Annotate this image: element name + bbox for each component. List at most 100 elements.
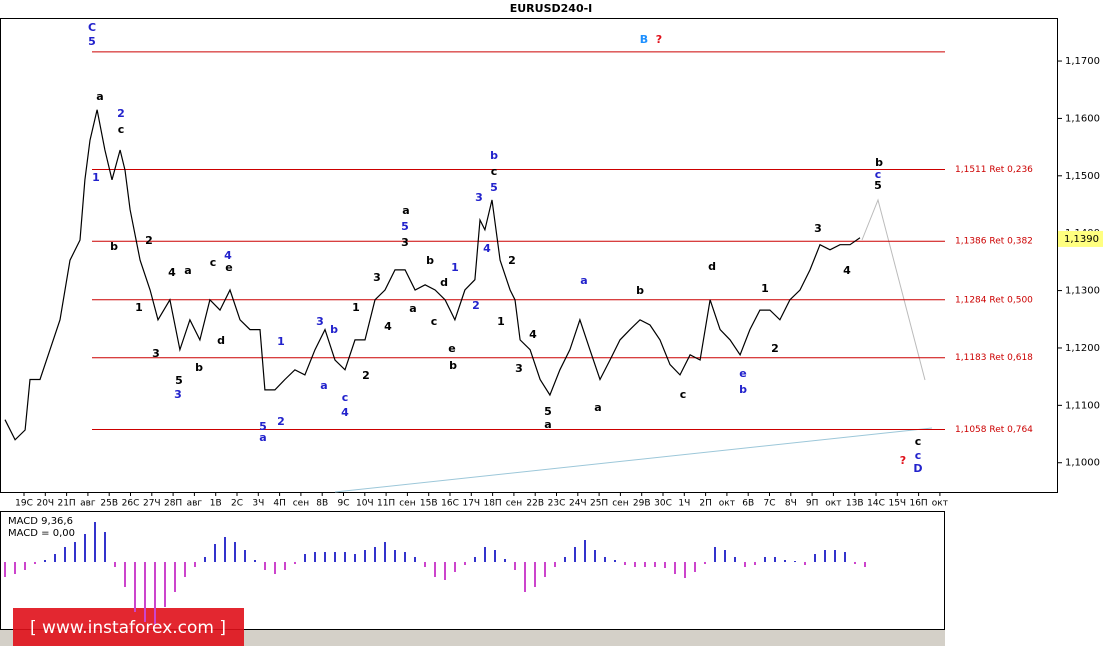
wave-label: 2 [277,415,285,428]
x-tick-label: 9П [806,499,819,509]
macd-bar [314,552,316,562]
macd-bar [54,554,56,562]
macd-bar [524,562,526,592]
x-tick-label: 8B [316,499,328,509]
wave-label: 1 [135,301,143,314]
x-tick-label: 25П [590,499,608,509]
x-tick-label: авг [80,499,96,509]
macd-bar [154,562,156,624]
macd-bar [574,547,576,562]
wave-label: e [448,342,455,355]
x-tick-label: 2П [699,499,712,509]
macd-bar [324,552,326,562]
wave-label: B [640,33,648,46]
x-tick-label: 15B [420,499,438,509]
x-tick-label: сен [612,499,628,509]
macd-bar [554,562,556,567]
macd-bar [344,552,346,562]
wave-label: 2 [362,369,370,382]
last-price-label: 1,1390 [1064,234,1099,245]
macd-bar [864,562,866,567]
wave-label: 3 [373,271,381,284]
wave-label: 1 [352,301,360,314]
wave-label: ? [656,33,662,46]
wave-label: 2 [145,234,153,247]
macd-bar [24,562,26,570]
macd-bar [644,562,646,567]
macd-bar [234,542,236,562]
macd-bar [224,537,226,562]
wave-label: c [680,388,687,401]
x-tick-label: 22B [526,499,544,509]
x-tick-label: 25В [100,499,118,509]
wave-label: 4 [529,328,537,341]
x-tick-label: 6B [742,499,754,509]
x-tick-label: 10Ч [356,499,374,509]
x-tick-label: 4П [273,499,286,509]
wave-label: c [431,315,438,328]
wave-label: c [118,123,125,136]
macd-bar [494,550,496,562]
macd-bar [274,562,276,574]
wave-label: c [875,168,882,181]
x-tick-label: 15Ч [888,499,906,509]
fib-label: 1,1058 Ret 0,764 [955,425,1033,435]
fib-label: 1,1386 Ret 0,382 [955,237,1033,247]
x-tick-label: 16П [909,499,927,509]
macd-bar [834,550,836,562]
macd-bar [44,560,46,562]
wave-label: 4 [384,320,392,333]
macd-bar [304,554,306,562]
fib-label: 1,1183 Ret 0,618 [955,353,1033,363]
macd-bar [704,562,706,564]
macd-bar [634,562,636,567]
wave-label: a [409,302,416,315]
macd-bar [414,557,416,562]
wave-label: e [225,261,232,274]
macd-bar [614,560,616,562]
wave-label: c [210,256,217,269]
wave-label: 5 [259,420,267,433]
x-tick-label: 29B [633,499,651,509]
macd-bar [444,562,446,580]
wave-label: 1 [761,282,769,295]
wave-label: a [580,274,587,287]
macd-bar [284,562,286,570]
wave-label: 1 [497,315,505,328]
macd-bar [654,562,656,567]
macd-bar [114,562,116,567]
wave-label: 5 [874,179,882,192]
fib-label: 1,1511 Ret 0,236 [955,165,1033,175]
wave-label: a [544,418,551,431]
macd-readout: MACD = 0,00 [8,528,75,539]
macd-bar [254,560,256,562]
x-tick-label: 16C [441,499,459,509]
price-frame [0,18,1058,493]
wave-label: 5 [490,181,498,194]
x-tick-label: 24Ч [569,499,587,509]
x-tick-label: окт [932,499,948,509]
macd-bar [674,562,676,574]
macd-bar [184,562,186,577]
y-tick-label: 1,1300 [1065,286,1100,297]
macd-bar [534,562,536,587]
wave-label: a [402,204,409,217]
wave-label: C [88,21,96,34]
wave-label: 4 [341,406,349,419]
macd-bar [424,562,426,567]
macd-bar [64,547,66,562]
wave-label: 3 [515,362,523,375]
macd-bar [174,562,176,592]
macd-bar [684,562,686,578]
macd-bar [214,544,216,562]
watermark: [ www.instaforex.com ] [30,618,226,638]
macd-bar [564,557,566,562]
macd-bar [804,562,806,565]
price-line [4,109,861,441]
wave-label: 3 [401,236,409,249]
macd-bar [744,562,746,567]
wave-label: d [217,334,225,347]
wave-label: a [259,431,266,444]
